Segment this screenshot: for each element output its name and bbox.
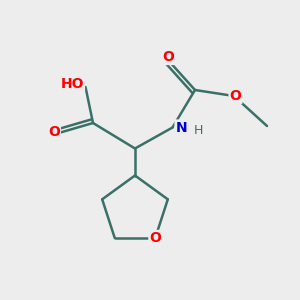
Text: O: O — [149, 231, 161, 245]
Text: O: O — [230, 89, 242, 103]
Text: O: O — [162, 50, 174, 64]
Text: H: H — [194, 124, 203, 137]
Text: N: N — [176, 121, 187, 134]
Text: O: O — [48, 125, 60, 139]
Text: HO: HO — [61, 77, 84, 91]
